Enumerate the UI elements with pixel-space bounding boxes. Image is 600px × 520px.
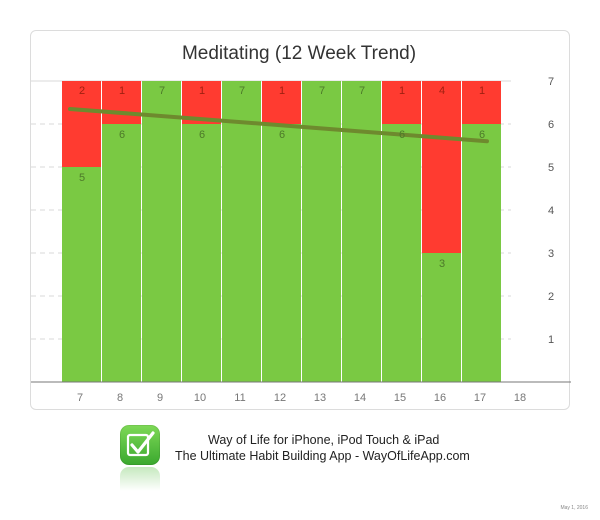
- footer-tagline: Way of Life for iPhone, iPod Touch & iPa…: [208, 433, 440, 447]
- y-tick-label: 2: [548, 291, 554, 303]
- bar-missed: [262, 81, 301, 124]
- bar-done: [182, 124, 221, 382]
- x-tick-label: 17: [474, 392, 486, 404]
- bar-done-label: 6: [399, 129, 405, 141]
- x-tick-label: 14: [354, 392, 366, 404]
- bar-done-label: 6: [279, 129, 285, 141]
- y-tick-label: 4: [548, 205, 554, 217]
- y-tick-label: 1: [548, 334, 554, 346]
- bar-done: [262, 124, 301, 382]
- x-tick-label: 8: [117, 392, 123, 404]
- bar-done-label: 3: [439, 258, 445, 270]
- checkmark-icon: [126, 431, 155, 457]
- bar-done-label: 7: [239, 85, 245, 97]
- x-tick-label: 12: [274, 392, 286, 404]
- bar-missed-label: 4: [439, 85, 445, 97]
- bar-missed: [462, 81, 501, 124]
- app-icon: [120, 425, 160, 465]
- y-tick-label: 6: [548, 119, 554, 131]
- bar-done-label: 6: [199, 129, 205, 141]
- bar-done: [62, 167, 101, 382]
- y-tick-label: 3: [548, 248, 554, 260]
- bar-missed-label: 1: [279, 85, 285, 97]
- bar-done: [222, 81, 261, 382]
- bar-missed-label: 1: [479, 85, 485, 97]
- app-icon-reflection: [120, 467, 160, 491]
- bar-done-label: 7: [359, 85, 365, 97]
- bar-missed-label: 2: [79, 85, 85, 97]
- footer-website-link[interactable]: The Ultimate Habit Building App - WayOfL…: [175, 449, 470, 463]
- bar-done: [462, 124, 501, 382]
- x-tick-label: 10: [194, 392, 206, 404]
- bar-done-label: 5: [79, 172, 85, 184]
- x-tick-label: 18: [514, 392, 526, 404]
- bar-done: [102, 124, 141, 382]
- bar-missed-label: 1: [399, 85, 405, 97]
- x-tick-label: 15: [394, 392, 406, 404]
- trend-line: [68, 106, 489, 144]
- bar-done-label: 7: [319, 85, 325, 97]
- x-tick-label: 9: [157, 392, 163, 404]
- bar-done: [422, 253, 461, 382]
- bar-done: [342, 81, 381, 382]
- bar-missed: [382, 81, 421, 124]
- bar-missed: [422, 81, 461, 253]
- chart-title: Meditating (12 Week Trend): [182, 43, 416, 64]
- x-tick-label: 11: [234, 392, 245, 404]
- x-tick-label: 16: [434, 392, 446, 404]
- x-tick-label: 7: [77, 392, 83, 404]
- bar-missed: [62, 81, 101, 167]
- y-tick-label: 5: [548, 162, 554, 174]
- y-tick-label: 7: [548, 76, 554, 88]
- bar-done: [382, 124, 421, 382]
- x-tick-label: 13: [314, 392, 326, 404]
- bar-done-label: 6: [479, 129, 485, 141]
- bar-done-label: 7: [159, 85, 165, 97]
- date-stamp: May 1, 2016: [560, 505, 588, 511]
- bar-done-label: 6: [119, 129, 125, 141]
- bar-done: [142, 81, 181, 382]
- bar-missed-label: 1: [199, 85, 205, 97]
- bar-missed: [102, 81, 141, 124]
- bar-missed-label: 1: [119, 85, 125, 97]
